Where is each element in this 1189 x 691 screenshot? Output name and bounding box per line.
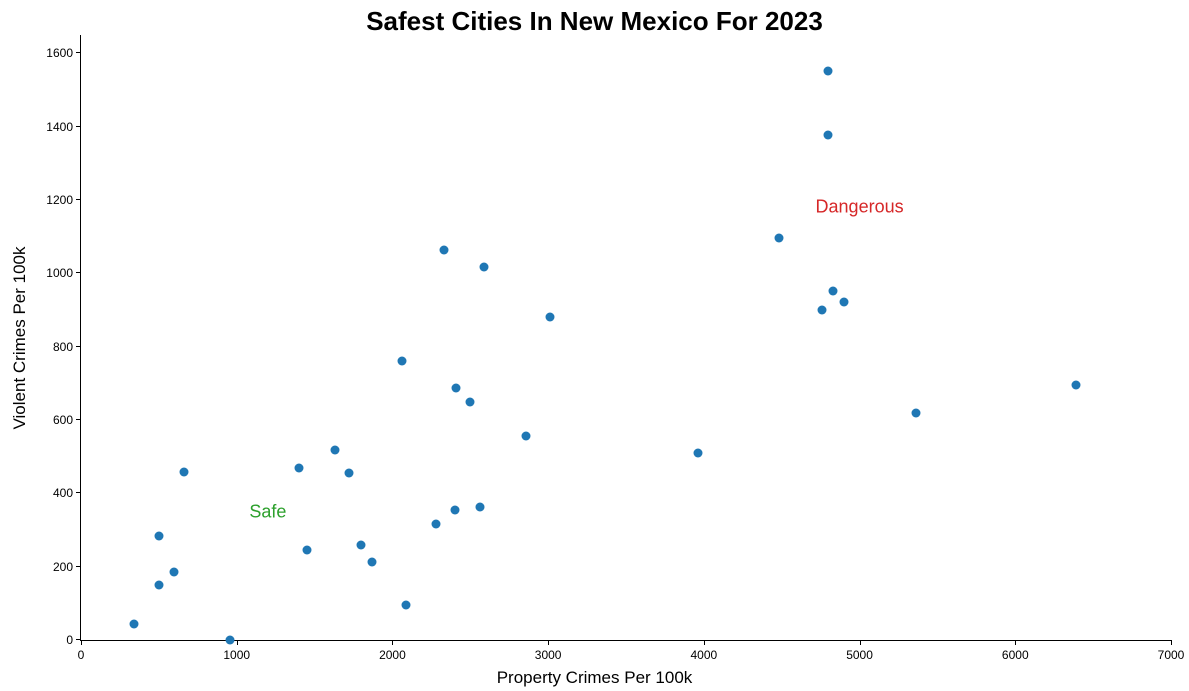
y-tick-label: 0 bbox=[66, 633, 73, 647]
data-point bbox=[840, 297, 849, 306]
y-tick-label: 1000 bbox=[46, 266, 73, 280]
plot-area: 0100020003000400050006000700002004006008… bbox=[80, 35, 1171, 641]
data-point bbox=[824, 66, 833, 75]
data-point bbox=[522, 432, 531, 441]
data-point bbox=[475, 503, 484, 512]
data-point bbox=[774, 233, 783, 242]
y-tick-label: 400 bbox=[53, 486, 73, 500]
data-point bbox=[402, 601, 411, 610]
y-tick bbox=[76, 199, 81, 200]
annotation-dangerous: Dangerous bbox=[816, 197, 904, 218]
data-point bbox=[829, 286, 838, 295]
scatter-chart: Safest Cities In New Mexico For 2023 010… bbox=[0, 0, 1189, 691]
y-tick-label: 800 bbox=[53, 340, 73, 354]
data-point bbox=[170, 568, 179, 577]
x-tick-label: 0 bbox=[78, 648, 85, 662]
y-tick bbox=[76, 346, 81, 347]
x-axis-label: Property Crimes Per 100k bbox=[0, 668, 1189, 688]
y-tick bbox=[76, 566, 81, 567]
y-tick-label: 1600 bbox=[46, 46, 73, 60]
data-point bbox=[545, 312, 554, 321]
data-point bbox=[911, 409, 920, 418]
x-tick bbox=[860, 640, 861, 645]
x-tick-label: 6000 bbox=[1002, 648, 1029, 662]
data-point bbox=[824, 130, 833, 139]
y-tick bbox=[76, 272, 81, 273]
data-point bbox=[226, 636, 235, 645]
x-tick bbox=[704, 640, 705, 645]
x-tick bbox=[81, 640, 82, 645]
data-point bbox=[357, 540, 366, 549]
x-tick-label: 7000 bbox=[1158, 648, 1185, 662]
data-point bbox=[179, 468, 188, 477]
data-point bbox=[439, 245, 448, 254]
data-point bbox=[330, 446, 339, 455]
data-point bbox=[154, 581, 163, 590]
data-point bbox=[693, 449, 702, 458]
y-tick bbox=[76, 639, 81, 640]
y-tick-label: 200 bbox=[53, 560, 73, 574]
x-tick bbox=[1015, 640, 1016, 645]
x-tick bbox=[1171, 640, 1172, 645]
data-point bbox=[450, 505, 459, 514]
y-tick bbox=[76, 126, 81, 127]
data-point bbox=[480, 262, 489, 271]
x-tick-label: 3000 bbox=[535, 648, 562, 662]
y-tick bbox=[76, 419, 81, 420]
x-tick-label: 4000 bbox=[690, 648, 717, 662]
data-point bbox=[818, 306, 827, 315]
chart-title: Safest Cities In New Mexico For 2023 bbox=[0, 6, 1189, 37]
data-point bbox=[397, 356, 406, 365]
data-point bbox=[466, 397, 475, 406]
y-tick bbox=[76, 52, 81, 53]
y-tick-label: 1200 bbox=[46, 193, 73, 207]
x-tick-label: 5000 bbox=[846, 648, 873, 662]
x-tick-label: 1000 bbox=[223, 648, 250, 662]
x-tick bbox=[392, 640, 393, 645]
x-tick-label: 2000 bbox=[379, 648, 406, 662]
x-tick bbox=[237, 640, 238, 645]
y-tick bbox=[76, 492, 81, 493]
annotation-safe: Safe bbox=[249, 501, 286, 522]
data-point bbox=[302, 546, 311, 555]
y-axis-label: Violent Crimes Per 100k bbox=[10, 188, 30, 488]
data-point bbox=[154, 532, 163, 541]
y-tick-label: 600 bbox=[53, 413, 73, 427]
data-point bbox=[452, 383, 461, 392]
data-point bbox=[129, 619, 138, 628]
data-point bbox=[1072, 381, 1081, 390]
data-point bbox=[368, 558, 377, 567]
data-point bbox=[295, 463, 304, 472]
data-point bbox=[344, 469, 353, 478]
data-point bbox=[432, 519, 441, 528]
y-tick-label: 1400 bbox=[46, 120, 73, 134]
x-tick bbox=[548, 640, 549, 645]
